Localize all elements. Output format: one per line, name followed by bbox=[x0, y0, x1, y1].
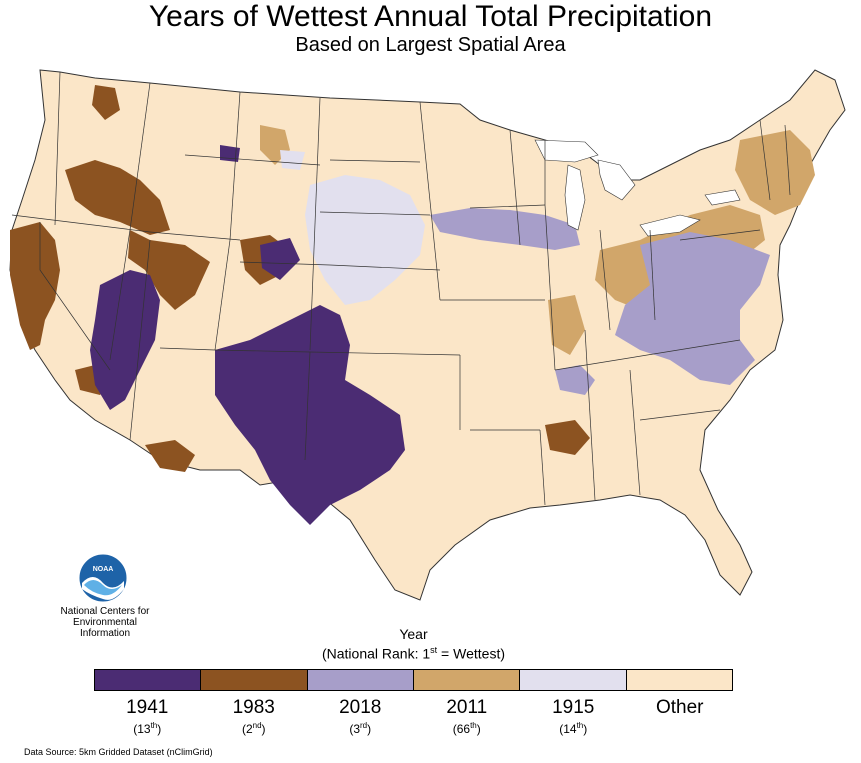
legend-color-bar bbox=[94, 669, 733, 691]
legend-swatch-2018 bbox=[307, 670, 414, 690]
state-boundaries bbox=[11, 71, 791, 506]
page-title: Years of Wettest Annual Total Precipitat… bbox=[148, 0, 713, 33]
org-name: National Centers for Environmental Infor… bbox=[55, 606, 155, 639]
page-subtitle: Based on Largest Spatial Area bbox=[295, 34, 566, 56]
legend-year: 1941 bbox=[126, 697, 169, 718]
legend-title: Year bbox=[399, 626, 428, 642]
legend-rank: (13th) bbox=[133, 721, 162, 736]
noaa-logo: NOAA bbox=[78, 553, 128, 603]
legend-swatch-1915 bbox=[520, 670, 627, 690]
legend-swatch-other bbox=[626, 670, 732, 690]
legend-rank: (2nd) bbox=[241, 721, 266, 736]
legend-item: 1941 (13th) bbox=[94, 697, 201, 736]
precipitation-map bbox=[9, 69, 846, 601]
legend-year: 2011 bbox=[446, 697, 488, 718]
legend-item: Other bbox=[627, 697, 734, 736]
legend-swatch-1941 bbox=[95, 670, 202, 690]
legend-item: 2018 (3rd) bbox=[307, 697, 414, 736]
legend-rank: (3rd) bbox=[349, 721, 372, 736]
great-lakes bbox=[534, 139, 741, 237]
legend-labels: 1941 (13th) 1983 (2nd) 2018 (3rd) 2011 (… bbox=[94, 697, 733, 736]
region-2018 bbox=[430, 208, 770, 395]
data-source-note: Data Source: 5km Gridded Dataset (nClimG… bbox=[24, 747, 213, 757]
legend-year: Other bbox=[655, 697, 704, 718]
legend-swatch-1983 bbox=[201, 670, 308, 690]
region-1941 bbox=[90, 145, 405, 525]
legend-item: 2011 (66th) bbox=[414, 697, 521, 736]
org-line3: Information bbox=[79, 628, 131, 639]
legend-year: 1983 bbox=[232, 697, 275, 718]
legend-swatch-2011 bbox=[413, 670, 521, 690]
legend-rank: (14th) bbox=[559, 721, 588, 736]
region-1915 bbox=[280, 150, 425, 305]
legend-year: 2018 bbox=[339, 697, 382, 718]
legend-item: 1915 (14th) bbox=[520, 697, 627, 736]
svg-text:NOAA: NOAA bbox=[93, 566, 114, 573]
org-line2: Environmental bbox=[73, 617, 137, 628]
legend-subtitle: (National Rank: 1st = Wettest) bbox=[321, 645, 505, 662]
legend-rank: (66th) bbox=[452, 721, 481, 736]
legend-item: 1983 (2nd) bbox=[201, 697, 308, 736]
legend-year: 1915 bbox=[552, 697, 595, 718]
org-line1: National Centers for bbox=[60, 606, 150, 617]
